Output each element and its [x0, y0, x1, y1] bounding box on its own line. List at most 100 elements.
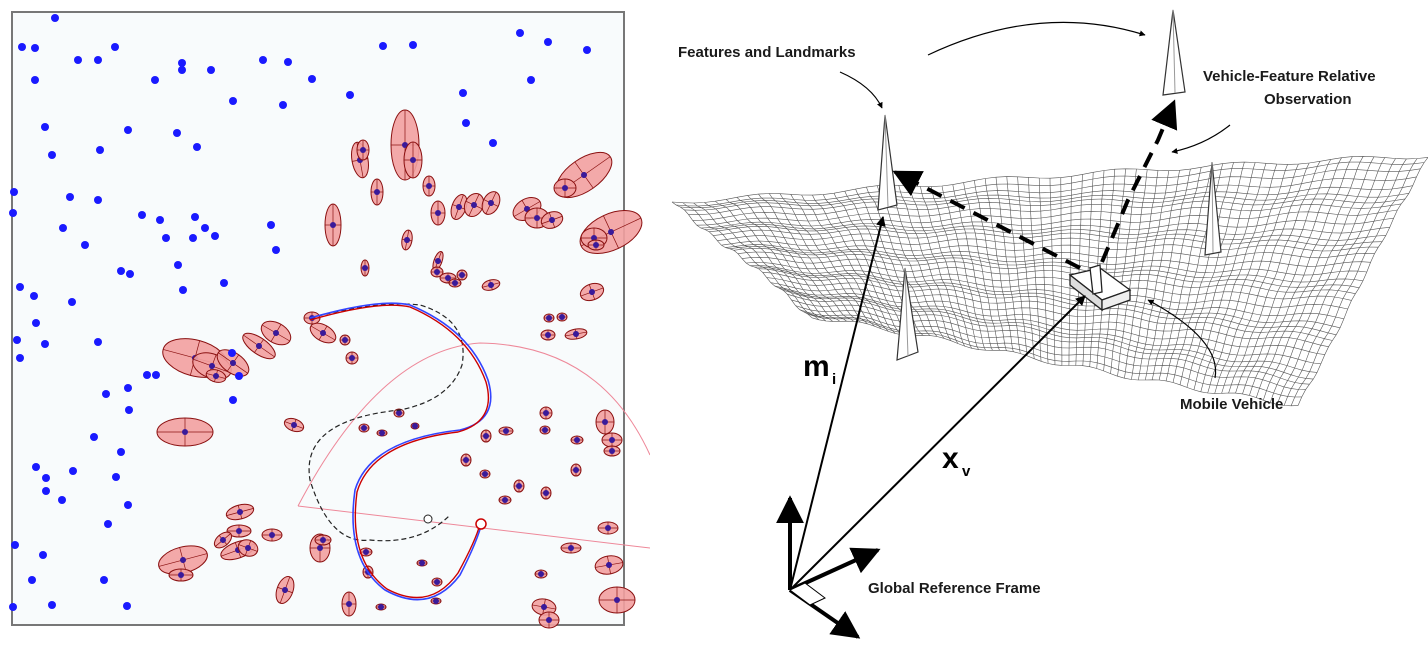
features-callout-line	[839, 71, 883, 109]
landmark-point	[16, 354, 24, 362]
uncertainty-ellipse	[431, 577, 443, 587]
uncertainty-ellipse	[275, 576, 295, 604]
estimated-vehicle-path	[309, 304, 490, 599]
landmark-point	[111, 43, 119, 51]
landmark-point	[31, 76, 39, 84]
landmark-point	[174, 261, 182, 269]
uncertainty-ellipse	[498, 495, 512, 505]
landmark-point	[191, 213, 199, 221]
uncertainty-ellipse	[479, 469, 491, 479]
uncertainty-ellipse	[531, 598, 557, 616]
landmark-point	[229, 97, 237, 105]
uncertainty-ellipse	[168, 568, 194, 582]
landmark-point	[124, 384, 132, 392]
uncertainty-ellipse	[570, 435, 584, 445]
landmark-point	[138, 211, 146, 219]
landmark-point	[48, 151, 56, 159]
landmark-point	[94, 196, 102, 204]
uncertainty-ellipse	[481, 191, 501, 215]
uncertainty-ellipse	[598, 586, 636, 614]
landmark-uncertainty-ellipses	[156, 109, 643, 629]
landmark-point	[112, 473, 120, 481]
uncertainty-ellipse	[560, 542, 582, 554]
uncertainty-ellipse	[534, 569, 548, 579]
uncertainty-ellipse	[463, 192, 485, 218]
uncertainty-ellipse	[538, 611, 560, 629]
landmark-point	[42, 487, 50, 495]
landmark-point	[68, 298, 76, 306]
landmark-point	[94, 338, 102, 346]
landmark-point	[94, 56, 102, 64]
uncertainty-ellipse	[564, 328, 588, 340]
landmark-point	[156, 216, 164, 224]
landmark-spike-2	[896, 267, 919, 361]
uncertainty-ellipse	[216, 349, 250, 377]
landmark-point	[346, 91, 354, 99]
uncertainty-ellipse	[481, 279, 501, 291]
uncertainty-ellipse	[595, 409, 615, 435]
landmark-spike-1	[877, 114, 898, 211]
landmark-point	[32, 463, 40, 471]
landmark-point	[9, 209, 17, 217]
uncertainty-ellipse	[339, 334, 351, 346]
landmark-point	[81, 241, 89, 249]
uncertainty-ellipse	[403, 141, 423, 179]
slam-concept-diagram: Features and Landmarks Vehicle-Feature R…	[650, 0, 1428, 653]
uncertainty-ellipse	[358, 423, 370, 433]
landmark-point	[284, 58, 292, 66]
landmark-point	[462, 119, 470, 127]
sensor-range-edge	[297, 505, 651, 549]
uncertainty-ellipse	[237, 539, 259, 557]
landmark-point	[126, 270, 134, 278]
landmark-point	[42, 474, 50, 482]
uncertainty-ellipse	[480, 429, 492, 443]
landmark-point	[124, 126, 132, 134]
landmark-point	[41, 340, 49, 348]
vehicle-feature-label-line2: Observation	[1264, 91, 1352, 108]
uncertainty-ellipse	[430, 200, 446, 226]
landmark-point	[16, 283, 24, 291]
landmark-point	[173, 129, 181, 137]
landmark-point	[235, 372, 243, 380]
uncertainty-ellipse	[540, 211, 564, 229]
landmark-point	[48, 601, 56, 609]
landmark-point	[74, 56, 82, 64]
vehicle-callout-line	[1147, 299, 1217, 379]
landmark-point	[152, 371, 160, 379]
uncertainty-ellipse	[225, 503, 255, 521]
vehicle-feature-label-line1: Vehicle-Feature Relative	[1203, 68, 1376, 85]
landmark-point	[259, 56, 267, 64]
landmark-point	[39, 551, 47, 559]
landmark-point	[30, 292, 38, 300]
uncertainty-ellipse	[260, 320, 292, 346]
uncertainty-ellipse	[570, 463, 582, 477]
uncertainty-ellipse	[460, 453, 472, 467]
landmark-point	[544, 38, 552, 46]
landmark-point	[11, 541, 19, 549]
mobile-vehicle-label: Mobile Vehicle	[1180, 396, 1283, 413]
uncertainty-ellipse	[456, 269, 468, 281]
uncertainty-ellipse	[393, 408, 405, 418]
uncertainty-ellipse	[226, 524, 252, 538]
landmark-point	[41, 123, 49, 131]
uncertainty-ellipse	[594, 555, 624, 575]
uncertainty-ellipse	[401, 229, 413, 251]
landmark-point	[13, 336, 21, 344]
mesh-rows	[671, 155, 1428, 407]
landmark-point	[125, 406, 133, 414]
uncertainty-ellipse	[416, 559, 428, 567]
landmark-point	[18, 43, 26, 51]
landmark-point	[489, 139, 497, 147]
landmark-spike-3	[1162, 9, 1186, 96]
uncertainty-ellipse	[242, 332, 276, 360]
uncertainty-ellipse	[556, 312, 568, 322]
uncertainty-ellipse	[601, 432, 623, 448]
uncertainty-ellipse	[376, 429, 388, 437]
uncertainty-ellipse	[422, 175, 436, 197]
landmark-point	[104, 520, 112, 528]
landmark-point	[193, 143, 201, 151]
landmark-point	[583, 46, 591, 54]
landmark-point	[178, 59, 186, 67]
landmark-point	[90, 433, 98, 441]
uncertainty-ellipse	[261, 528, 283, 542]
